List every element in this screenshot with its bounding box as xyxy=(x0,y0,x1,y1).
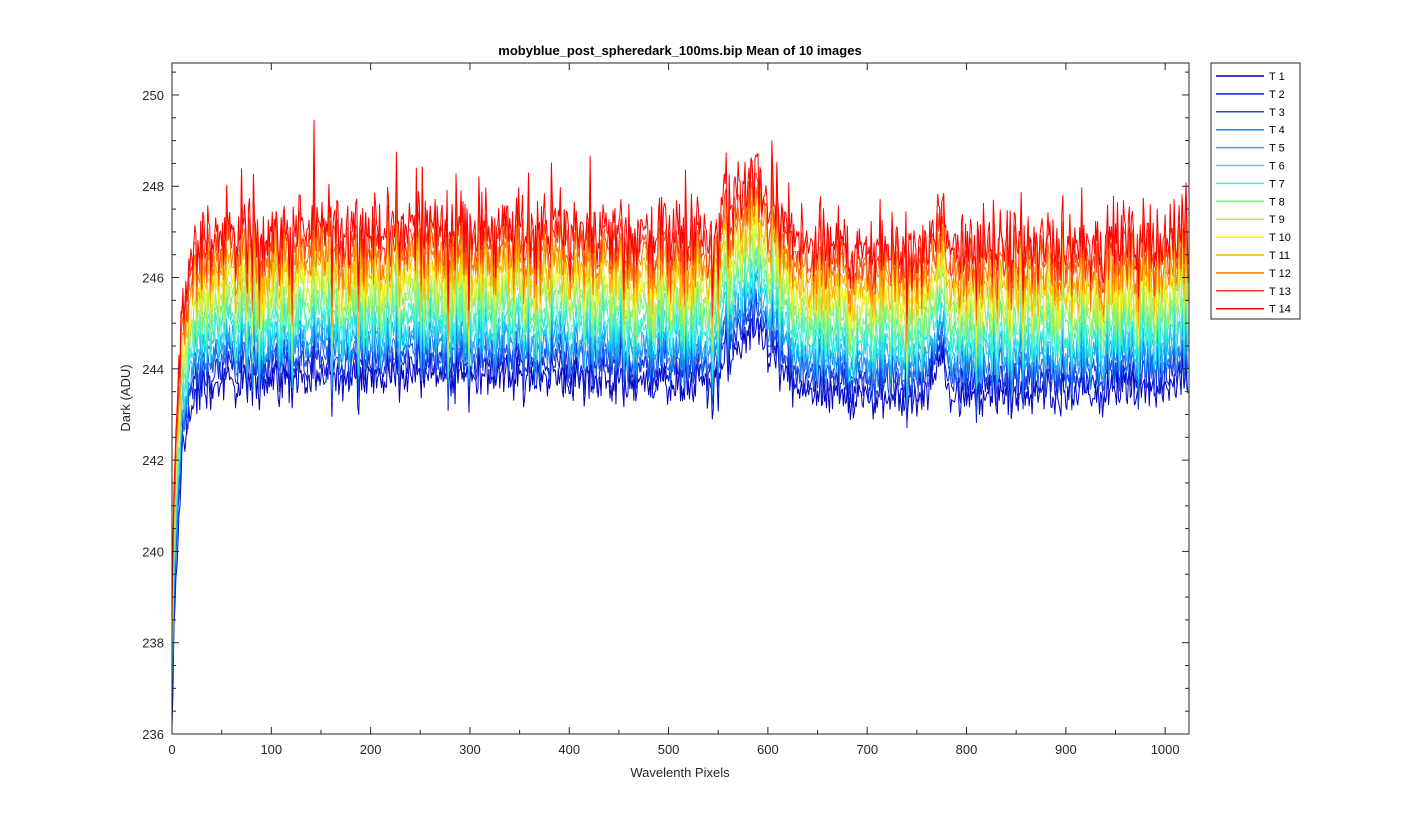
x-tick-label: 700 xyxy=(856,742,878,757)
x-tick-label: 1000 xyxy=(1151,742,1180,757)
legend-entry-label: T 8 xyxy=(1269,196,1285,208)
legend-entry-label: T 10 xyxy=(1269,232,1291,244)
x-tick-label: 900 xyxy=(1055,742,1077,757)
legend-entry-label: T 4 xyxy=(1269,125,1285,137)
legend-entry-label: T 2 xyxy=(1269,89,1285,101)
x-tick-label: 400 xyxy=(558,742,580,757)
legend-entry-label: T 11 xyxy=(1269,250,1290,262)
x-axis-label: Wavelenth Pixels xyxy=(630,765,730,780)
y-tick-label: 244 xyxy=(142,362,164,377)
y-tick-label: 236 xyxy=(142,727,164,742)
legend-entry-label: T 12 xyxy=(1269,268,1291,280)
y-tick-label: 250 xyxy=(142,88,164,103)
x-tick-label: 600 xyxy=(757,742,779,757)
legend-entry-label: T 3 xyxy=(1269,107,1285,119)
series-line-14 xyxy=(171,119,1189,599)
legend-entry-label: T 13 xyxy=(1269,286,1291,298)
y-axis-label: Dark (ADU) xyxy=(118,364,133,431)
x-tick-label: 300 xyxy=(459,742,481,757)
y-tick-label: 248 xyxy=(142,179,164,194)
plot-area: 0 100 200 300 400 500 600 700 800 900 1000 2362382… xyxy=(142,62,1190,757)
legend-entry-label: T 1 xyxy=(1269,71,1285,83)
legend-entry-label: T 7 xyxy=(1269,178,1285,190)
x-tick-label: 800 xyxy=(956,742,978,757)
y-axis-ticks: 236 238 240 242 244 246 248 250 xyxy=(142,71,1189,742)
legend-entry-label: T 6 xyxy=(1269,161,1285,173)
y-tick-label: 240 xyxy=(142,544,164,559)
legend-entry-label: T 9 xyxy=(1269,214,1285,226)
legend-box xyxy=(1210,62,1301,320)
y-tick-label: 246 xyxy=(142,271,164,286)
x-axis-ticks: 0 100 200 300 400 500 600 700 800 900 1000 xyxy=(168,63,1180,757)
legend-entry-label: T 14 xyxy=(1269,304,1291,316)
x-tick-label: 200 xyxy=(360,742,382,757)
chart-title: mobyblue_post_spheredark_100ms.bip Mean … xyxy=(498,43,861,58)
x-tick-label: 100 xyxy=(260,742,282,757)
axes-box xyxy=(171,62,1190,735)
x-tick-label: 500 xyxy=(658,742,680,757)
legend-entry-label: T 5 xyxy=(1269,143,1285,155)
legend-items: T 1 T 2 T 3 T 4 T 5 T 6 T 7 T 8 T 9 T 10 T 11 T 12 T… xyxy=(1216,71,1291,316)
series-group xyxy=(171,119,1189,728)
x-tick-label: 0 xyxy=(168,742,175,757)
legend[interactable]: T 1 T 2 T 3 T 4 T 5 T 6 T 7 T 8 T 9 T 10 T 11 T 12 T… xyxy=(1210,62,1301,320)
y-tick-label: 238 xyxy=(142,636,164,651)
y-tick-label: 242 xyxy=(142,453,164,468)
